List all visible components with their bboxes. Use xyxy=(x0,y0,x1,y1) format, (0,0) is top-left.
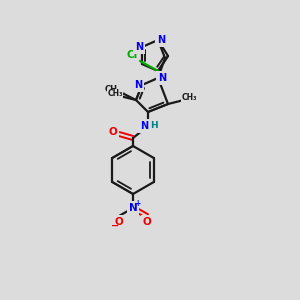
Text: CH: CH xyxy=(105,85,118,94)
Text: O: O xyxy=(109,127,117,137)
Text: N: N xyxy=(134,80,142,90)
Text: N: N xyxy=(140,121,148,131)
Text: +: + xyxy=(134,200,140,208)
Text: CH₃: CH₃ xyxy=(181,94,197,103)
Text: O: O xyxy=(142,217,152,227)
Text: N: N xyxy=(135,42,143,52)
Text: −: − xyxy=(111,221,119,231)
Text: N: N xyxy=(157,35,165,45)
Text: CH₃: CH₃ xyxy=(107,89,123,98)
Text: N: N xyxy=(129,203,137,213)
Text: H: H xyxy=(150,122,158,130)
Text: O: O xyxy=(115,217,123,227)
Text: N: N xyxy=(158,73,166,83)
Text: ₃: ₃ xyxy=(122,90,125,96)
Text: Cl: Cl xyxy=(126,50,138,60)
